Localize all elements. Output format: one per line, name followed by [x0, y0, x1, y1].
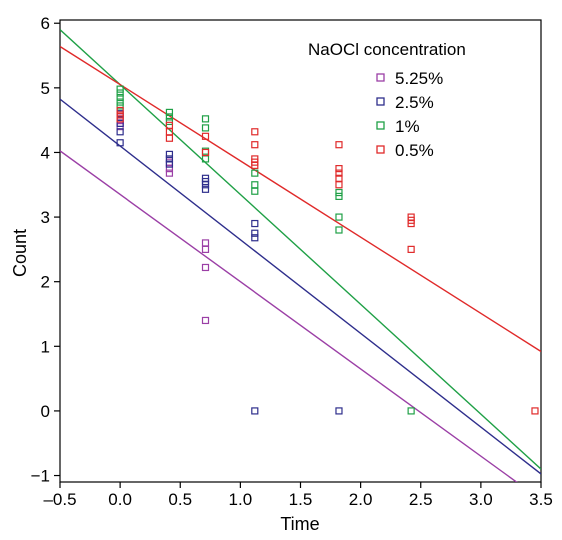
data-point: [116, 93, 124, 102]
x-tick-label: 1.5: [289, 490, 313, 509]
legend-marker: [376, 145, 385, 154]
data-point: [407, 407, 415, 415]
data-point: [335, 188, 343, 197]
data-point: [335, 407, 343, 415]
data-point: [165, 108, 174, 117]
data-point: [251, 407, 259, 415]
data-point: [407, 219, 415, 228]
data-point: [335, 226, 343, 234]
data-point: [165, 155, 174, 163]
x-tick-label: 0.0: [108, 490, 132, 509]
legend-label: 5.25%: [395, 69, 443, 88]
data-point: [251, 219, 259, 228]
data-point: [116, 106, 124, 115]
data-point: [335, 181, 343, 189]
x-tick-label: 2.5: [409, 490, 433, 509]
data-point: [116, 119, 124, 127]
data-point: [165, 165, 174, 173]
data-point: [165, 117, 174, 126]
data-point: [201, 148, 210, 157]
legend-marker: [376, 97, 385, 106]
data-point: [201, 245, 210, 253]
data-point: [201, 132, 210, 140]
legend-title: NaOCl concentration: [308, 40, 466, 59]
legend-label: 0.5%: [395, 141, 434, 160]
data-point: [201, 185, 210, 193]
data-point: [407, 245, 415, 253]
data-point: [165, 169, 174, 177]
legend-label: 1%: [395, 117, 420, 136]
data-point: [251, 229, 259, 237]
data-point: [165, 113, 174, 121]
x-axis-title: Time: [280, 514, 319, 534]
fit-line-2: [60, 29, 541, 470]
legend-label: 2.5%: [395, 93, 434, 112]
y-axis-title: Count: [10, 229, 30, 277]
x-tick-label: 3.5: [529, 490, 553, 509]
data-point: [335, 169, 343, 177]
fit-line-1: [60, 98, 541, 475]
x-tick-label: 2.0: [349, 490, 373, 509]
x-tick-label: 0.5: [168, 490, 192, 509]
data-point: [116, 102, 124, 110]
data-point: [251, 187, 259, 195]
data-point: [116, 128, 124, 136]
data-point: [335, 213, 343, 221]
data-point: [251, 128, 259, 136]
y-tick-label: 4: [41, 143, 50, 162]
y-tick-label: 1: [41, 337, 50, 356]
data-point: [201, 239, 210, 247]
x-tick-label: 1.0: [229, 490, 253, 509]
data-point: [251, 181, 259, 189]
data-point: [251, 161, 259, 169]
data-point: [116, 139, 124, 147]
x-tick-label: 3.0: [469, 490, 493, 509]
data-point: [116, 89, 124, 97]
y-tick-label: 0: [41, 402, 50, 421]
plot-frame: [59, 19, 542, 483]
data-point: [165, 134, 174, 142]
data-point: [335, 192, 343, 200]
y-tick-label: 2: [41, 273, 50, 292]
data-point: [201, 263, 210, 272]
y-tick-label: 6: [41, 14, 50, 33]
data-point: [251, 169, 259, 177]
data-point: [116, 115, 124, 123]
data-point: [116, 98, 124, 106]
fit-line-3: [60, 45, 541, 353]
data-point: [335, 165, 343, 173]
x-tick-label: –0.5: [43, 490, 76, 509]
data-point: [201, 181, 210, 189]
data-point: [116, 85, 124, 93]
y-tick-label: 5: [41, 79, 50, 98]
legend-marker: [376, 121, 385, 130]
data-point: [165, 160, 174, 168]
data-point: [335, 141, 343, 149]
data-point: [251, 234, 259, 242]
data-point: [201, 124, 210, 132]
data-point: [116, 111, 124, 119]
data-point: [201, 115, 210, 123]
legend-marker: [376, 73, 385, 82]
data-point: [201, 316, 210, 325]
data-point: [251, 141, 259, 149]
y-tick-label: 3: [41, 208, 50, 227]
fit-line-0: [60, 150, 518, 482]
data-point: [165, 150, 174, 158]
data-point: [531, 407, 539, 415]
y-tick-label: −1: [31, 467, 50, 486]
